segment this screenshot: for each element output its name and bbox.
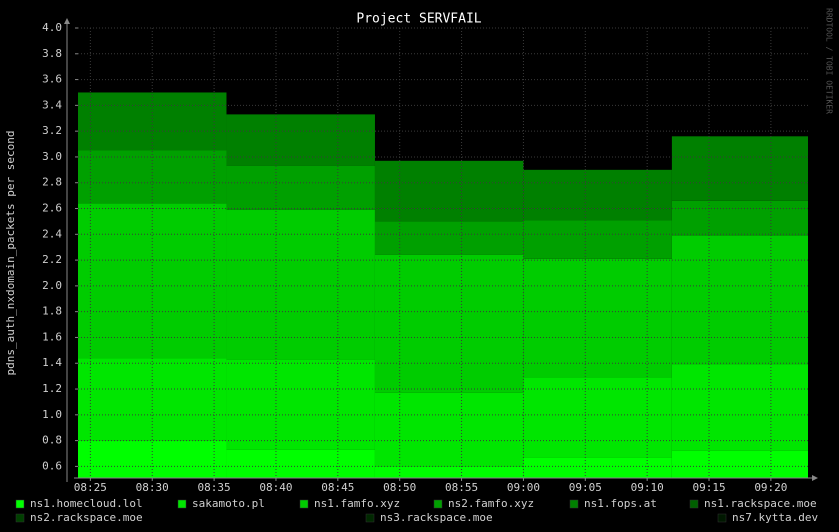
y-tick-label: 2.6 xyxy=(42,202,62,215)
y-tick-label: 1.2 xyxy=(42,382,62,395)
y-axis-arrow xyxy=(64,18,70,24)
legend-label: ns7.kytta.dev xyxy=(732,511,818,524)
y-tick-label: 4.0 xyxy=(42,21,62,34)
x-tick-label: 08:35 xyxy=(198,481,231,494)
y-tick-label: 0.8 xyxy=(42,434,62,447)
area-step xyxy=(226,165,375,210)
legend-label: ns1.famfo.xyz xyxy=(314,497,400,510)
x-tick-label: 09:00 xyxy=(507,481,540,494)
area-step xyxy=(78,440,227,478)
area-step xyxy=(226,209,375,360)
watermark: RRDTOOL / TOBI OETIKER xyxy=(825,8,834,114)
area-step xyxy=(226,359,375,450)
area-step xyxy=(226,449,375,478)
x-tick-label: 08:25 xyxy=(74,481,107,494)
area-step xyxy=(374,392,524,467)
x-tick-label: 08:40 xyxy=(259,481,292,494)
y-tick-label: 0.6 xyxy=(42,459,62,472)
area-step xyxy=(671,364,808,451)
plot-area xyxy=(78,92,808,478)
legend-label: ns2.famfo.xyz xyxy=(448,497,534,510)
y-axis-label: pdns_auth_nxdomain_packets per second xyxy=(4,130,17,375)
legend-swatch xyxy=(689,499,699,509)
x-tick-label: 08:50 xyxy=(383,481,416,494)
area-step xyxy=(78,150,227,204)
legend-label: ns2.rackspace.moe xyxy=(30,511,143,524)
chart-title: Project SERVFAIL xyxy=(356,12,481,27)
area-step xyxy=(374,160,524,222)
legend-swatch xyxy=(365,513,375,523)
y-tick-label: 3.4 xyxy=(42,98,62,111)
area-step xyxy=(671,235,808,365)
x-tick-label: 09:15 xyxy=(692,481,725,494)
area-step xyxy=(374,254,524,393)
x-tick-label: 09:05 xyxy=(569,481,602,494)
legend-swatch xyxy=(433,499,443,509)
y-tick-label: 1.0 xyxy=(42,408,62,421)
area-step xyxy=(78,358,227,441)
area-step xyxy=(523,258,672,378)
legend-swatch xyxy=(15,499,25,509)
area-step xyxy=(523,220,672,259)
legend-label: ns1.homecloud.lol xyxy=(30,497,143,510)
y-tick-label: 3.6 xyxy=(42,73,62,86)
x-tick-label: 09:20 xyxy=(754,481,787,494)
legend-swatch xyxy=(717,513,727,523)
legend-label: sakamoto.pl xyxy=(192,497,265,510)
legend-swatch xyxy=(569,499,579,509)
legend-swatch xyxy=(15,513,25,523)
legend-label: ns1.fops.at xyxy=(584,497,657,510)
y-tick-label: 3.0 xyxy=(42,150,62,163)
y-tick-label: 3.8 xyxy=(42,47,62,60)
area-step xyxy=(374,466,524,478)
area-step xyxy=(523,457,672,478)
x-tick-label: 08:30 xyxy=(136,481,169,494)
area-step xyxy=(523,169,672,221)
y-tick-label: 1.6 xyxy=(42,330,62,343)
area-step xyxy=(226,114,375,166)
area-step xyxy=(671,200,808,236)
legend-label: ns1.rackspace.moe xyxy=(704,497,817,510)
legend-swatch xyxy=(299,499,309,509)
y-tick-label: 3.2 xyxy=(42,124,62,137)
x-tick-label: 08:45 xyxy=(321,481,354,494)
area-step xyxy=(374,221,524,255)
legend-label: ns3.rackspace.moe xyxy=(380,511,493,524)
area-step xyxy=(523,377,672,458)
x-axis-arrow xyxy=(812,475,818,481)
area-step xyxy=(671,136,808,201)
y-tick-label: 1.8 xyxy=(42,305,62,318)
y-tick-label: 2.2 xyxy=(42,253,62,266)
x-tick-label: 09:10 xyxy=(631,481,664,494)
area-step xyxy=(671,450,808,478)
legend-swatch xyxy=(177,499,187,509)
y-tick-label: 2.0 xyxy=(42,279,62,292)
x-tick-label: 08:55 xyxy=(445,481,478,494)
y-tick-label: 1.4 xyxy=(42,356,62,369)
y-tick-label: 2.4 xyxy=(42,227,62,240)
y-tick-label: 2.8 xyxy=(42,176,62,189)
